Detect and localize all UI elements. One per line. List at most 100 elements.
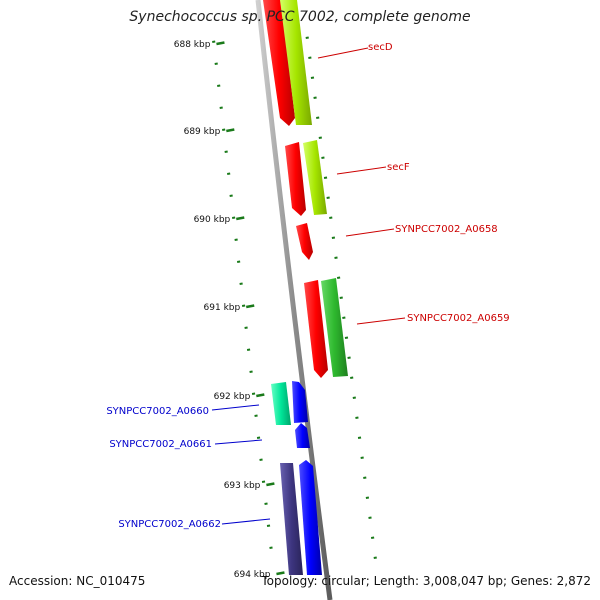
major-tick xyxy=(226,128,235,133)
minor-tick-right xyxy=(336,276,341,279)
major-tick xyxy=(236,216,245,221)
tick-label: 689 kbp xyxy=(184,127,221,137)
minor-tick-right xyxy=(308,56,312,59)
major-tick xyxy=(216,41,225,46)
major-tick xyxy=(256,393,265,398)
minor-tick-right xyxy=(360,456,364,459)
minor-tick-right xyxy=(321,156,325,159)
minor-tick-left xyxy=(249,370,253,373)
minor-tick-right xyxy=(318,136,322,139)
cog-bar-SYNPCC7002-A0660[interactable] xyxy=(271,382,291,425)
minor-tick-left xyxy=(217,84,221,87)
major-tick xyxy=(266,482,275,487)
gene-arrow-SYNPCC7002-A0659[interactable] xyxy=(304,280,328,378)
minor-tick-left xyxy=(214,62,218,65)
gene-label-secF[interactable]: secF xyxy=(387,162,410,173)
callout-line-SYNPCC7002-A0658 xyxy=(345,228,395,237)
major-tick xyxy=(245,304,255,309)
tick-label: 690 kbp xyxy=(194,215,231,225)
minor-tick-left xyxy=(269,546,273,549)
minor-tick-left xyxy=(256,436,261,439)
topology-text: Topology: circular; Length: 3,008,047 bp… xyxy=(261,574,591,588)
minor-tick-left xyxy=(234,238,238,241)
minor-tick-left xyxy=(229,194,233,197)
minor-tick-right xyxy=(373,556,377,559)
genome-backbone xyxy=(255,0,333,600)
minor-tick-left xyxy=(251,392,256,395)
minor-tick-right xyxy=(326,196,330,199)
callout-line-SYNPCC7002-A0660 xyxy=(211,404,260,411)
tick-label: 691 kbp xyxy=(204,303,241,313)
minor-tick-right xyxy=(355,416,359,419)
minor-tick-right xyxy=(313,96,317,99)
minor-tick-right xyxy=(357,436,362,439)
genome-title: Synechococcus sp. PCC 7002, complete gen… xyxy=(129,9,471,25)
gene-label-SYNPCC7002-A0661[interactable]: SYNPCC7002_A0661 xyxy=(109,439,212,450)
minor-tick-left xyxy=(241,304,246,307)
tick-label: 692 kbp xyxy=(214,392,251,402)
major-tick xyxy=(276,571,285,576)
minor-tick-left xyxy=(227,172,231,175)
minor-tick-right xyxy=(323,176,328,179)
cog-bar-SYNPCC7002-A0662[interactable] xyxy=(280,463,303,575)
gene-label-secD[interactable]: secD xyxy=(368,42,393,53)
minor-tick-right xyxy=(352,396,356,399)
minor-tick-left xyxy=(219,106,223,109)
callout-line-SYNPCC7002-A0661 xyxy=(214,439,263,445)
cog-bar-secF[interactable] xyxy=(303,140,327,215)
minor-tick-right xyxy=(368,516,372,519)
minor-tick-left xyxy=(224,150,228,153)
tick-label: 694 kbp xyxy=(234,570,271,580)
callout-line-SYNPCC7002-A0662 xyxy=(221,518,271,525)
minor-tick-right xyxy=(370,536,375,539)
minor-tick-left xyxy=(244,326,248,329)
position-ticks: 688 kbp 689 kbp 690 kbp 691 kbp 692 kbp 693 k… xyxy=(174,40,285,580)
tick-guide-right xyxy=(305,36,377,559)
minor-tick-left xyxy=(264,502,268,505)
tick-guide-left xyxy=(212,40,273,549)
gene-arrow-secF[interactable] xyxy=(285,142,306,216)
tick-label: 688 kbp xyxy=(174,40,211,50)
minor-tick-left xyxy=(222,128,226,131)
minor-tick-right xyxy=(350,376,354,379)
gene-arrow-secD[interactable] xyxy=(263,0,295,126)
cog-bar-SYNPCC7002-A0659[interactable] xyxy=(321,278,348,377)
minor-tick-right xyxy=(316,116,320,119)
gene-arrow-SYNPCC7002-A0660[interactable] xyxy=(292,381,308,423)
minor-tick-left xyxy=(212,40,216,43)
minor-tick-left xyxy=(254,414,258,417)
tick-label: 693 kbp xyxy=(224,481,261,491)
minor-tick-right xyxy=(365,496,370,499)
gene-arrow-SYNPCC7002-A0658[interactable] xyxy=(296,223,313,260)
accession-text: Accession: NC_010475 xyxy=(9,574,146,588)
gene-label-SYNPCC7002-A0662[interactable]: SYNPCC7002_A0662 xyxy=(118,519,221,530)
minor-tick-right xyxy=(342,316,346,319)
minor-tick-right xyxy=(305,36,309,39)
minor-tick-right xyxy=(334,256,338,259)
cog-bar-secD[interactable] xyxy=(280,0,312,125)
gene-arrow-SYNPCC7002-A0662[interactable] xyxy=(299,460,322,575)
minor-tick-right xyxy=(344,336,349,339)
callout-line-secD xyxy=(317,47,369,59)
gene-callouts xyxy=(211,47,406,525)
minor-tick-right xyxy=(310,76,315,79)
minor-tick-left xyxy=(261,480,266,483)
gene-label-SYNPCC7002-A0658[interactable]: SYNPCC7002_A0658 xyxy=(395,224,498,235)
minor-tick-right xyxy=(329,216,333,219)
gene-labels: secD secF SYNPCC7002_A0658 SYNPCC7002_A0… xyxy=(106,42,509,530)
gene-arrow-SYNPCC7002-A0661[interactable] xyxy=(295,423,310,448)
minor-tick-left xyxy=(239,282,243,285)
minor-tick-right xyxy=(339,296,343,299)
callout-line-SYNPCC7002-A0659 xyxy=(356,317,406,325)
minor-tick-left xyxy=(246,348,251,351)
minor-tick-left xyxy=(259,458,263,461)
gene-label-SYNPCC7002-A0660[interactable]: SYNPCC7002_A0660 xyxy=(106,406,209,417)
minor-tick-left xyxy=(266,524,271,527)
minor-tick-left xyxy=(231,216,236,219)
minor-tick-left xyxy=(236,260,241,263)
minor-tick-right xyxy=(347,356,351,359)
gene-features xyxy=(263,0,348,575)
callout-line-secF xyxy=(336,166,387,175)
gene-label-SYNPCC7002-A0659[interactable]: SYNPCC7002_A0659 xyxy=(407,313,510,324)
